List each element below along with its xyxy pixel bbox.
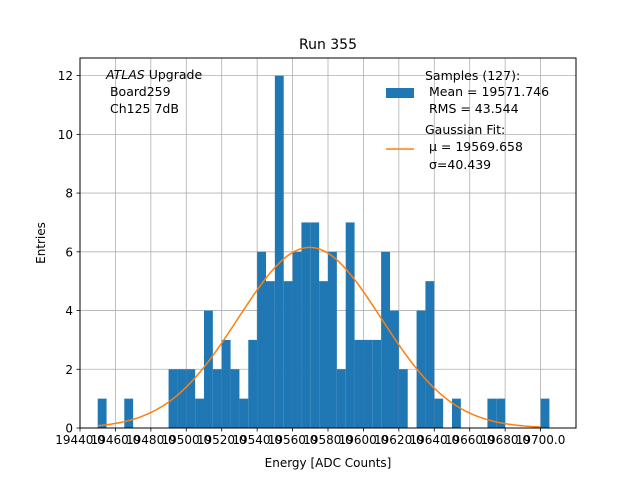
x-tick-label: 19440.0 <box>55 433 105 447</box>
x-tick-label: 19600.0 <box>339 433 389 447</box>
annotation-rest: Upgrade <box>145 67 203 82</box>
histogram-bar <box>301 222 311 428</box>
legend-histogram-line-1: Samples (127): <box>425 68 520 83</box>
histogram-bar <box>416 310 426 428</box>
histogram-bar <box>345 222 355 428</box>
legend-histogram-line-2: Mean = 19571.746 <box>425 84 549 99</box>
y-tick-label: 12 <box>58 69 73 83</box>
histogram-bar <box>372 339 382 428</box>
histogram-bar <box>328 251 337 428</box>
x-tick-label: 19540.0 <box>232 433 282 447</box>
histogram-bar <box>239 398 249 428</box>
histogram-bar <box>310 222 320 428</box>
legend-histogram-line-3: RMS = 43.544 <box>425 101 519 116</box>
legend-fit-line-1: Gaussian Fit: <box>425 122 505 137</box>
x-tick-label: 19460.0 <box>91 433 141 447</box>
histogram-bar <box>354 339 364 428</box>
histogram-bars <box>97 75 550 428</box>
histogram-bar <box>496 398 506 428</box>
annotation-line-2: Board259 <box>106 84 171 99</box>
x-tick-label: 19680.0 <box>480 433 530 447</box>
histogram-bar <box>452 398 461 428</box>
histogram-bar <box>540 398 550 428</box>
x-tick-label: 19580.0 <box>303 433 353 447</box>
histogram-bar <box>221 339 231 428</box>
y-tick-label: 10 <box>58 128 73 142</box>
x-tick-label: 19700.0 <box>516 433 566 447</box>
histogram-bar <box>124 398 134 428</box>
histogram-bar <box>487 398 497 428</box>
x-tick-label: 19480.0 <box>126 433 176 447</box>
annotation-line-3: Ch125 7dB <box>106 101 179 116</box>
histogram-bar <box>319 281 328 428</box>
y-axis-label: Entries <box>34 222 48 264</box>
histogram-bar <box>212 369 222 428</box>
histogram-bar <box>390 310 399 428</box>
histogram-bar <box>425 281 435 428</box>
histogram-bar <box>381 251 390 428</box>
y-tick-label: 0 <box>65 422 73 436</box>
histogram-bar <box>398 369 408 428</box>
x-axis-label: Energy [ADC Counts] <box>265 456 392 470</box>
legend: Samples (127): Mean = 19571.746 RMS = 43… <box>386 68 549 172</box>
annotation-line-1: ATLAS Upgrade <box>105 67 202 82</box>
histogram-bar <box>177 369 187 428</box>
legend-histogram-swatch <box>386 88 414 98</box>
legend-fit-line-2: μ = 19569.658 <box>425 139 523 154</box>
histogram-bar <box>283 281 293 428</box>
histogram-bar <box>292 251 302 428</box>
x-tick-label: 19560.0 <box>268 433 318 447</box>
y-tick-label: 4 <box>65 304 73 318</box>
gaussian-fit-curve <box>97 246 541 428</box>
histogram-bar <box>257 251 266 428</box>
histogram-bar <box>274 75 284 428</box>
detector-annotation: ATLAS Upgrade Board259 Ch125 7dB <box>105 67 202 116</box>
histogram-bar <box>195 398 204 428</box>
y-tick-label: 2 <box>65 363 73 377</box>
x-tick-label: 19500.0 <box>161 433 211 447</box>
histogram-bar <box>186 369 196 428</box>
x-tick-label: 19660.0 <box>445 433 495 447</box>
histogram-bar <box>434 398 444 428</box>
histogram-bar <box>97 398 107 428</box>
histogram-bar <box>266 281 275 428</box>
histogram-bar <box>363 339 373 428</box>
legend-fit-line-3: σ=40.439 <box>425 157 491 172</box>
histogram-bar <box>204 310 213 428</box>
x-tick-label: 19640.0 <box>409 433 459 447</box>
histogram-bar <box>336 369 346 428</box>
x-tick-label: 19520.0 <box>197 433 247 447</box>
axis-ticks: 19440.019460.019480.019500.019520.019540… <box>55 69 565 447</box>
histogram-bar <box>230 369 240 428</box>
chart-title: Run 355 <box>299 37 357 53</box>
y-tick-label: 6 <box>65 245 73 259</box>
annotation-italic: ATLAS <box>105 67 145 82</box>
y-tick-label: 8 <box>65 187 73 201</box>
histogram-bar <box>248 339 258 428</box>
x-tick-label: 19620.0 <box>374 433 424 447</box>
